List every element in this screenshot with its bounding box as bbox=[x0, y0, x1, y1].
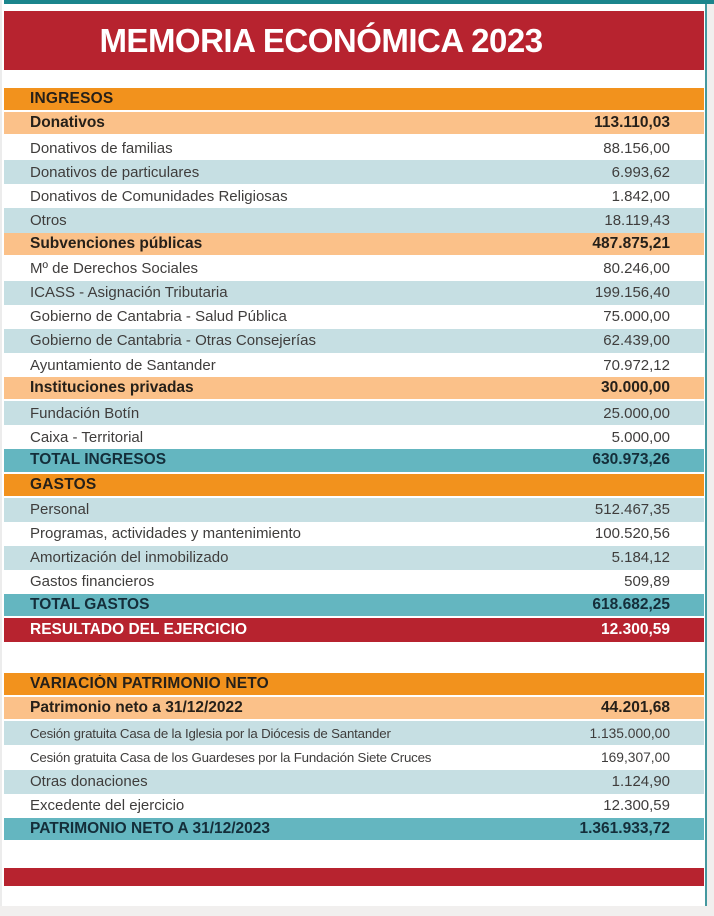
row-label: TOTAL INGRESOS bbox=[30, 451, 167, 469]
row-label: Gobierno de Cantabria - Salud Pública bbox=[30, 308, 287, 326]
header-row: INGRESOS bbox=[4, 88, 704, 113]
row-value: 5.000,00 bbox=[611, 428, 670, 446]
row-value: 25.000,00 bbox=[603, 404, 670, 422]
row-label: Gastos financieros bbox=[30, 573, 155, 591]
row-label: Fundación Botín bbox=[30, 404, 140, 422]
row-value: 630.973,26 bbox=[592, 451, 670, 469]
row-value: 487.875,21 bbox=[592, 234, 670, 252]
row-label: Excedente del ejercicio bbox=[30, 797, 185, 815]
row-value: 512.467,35 bbox=[594, 501, 670, 519]
row-value: 1.135.000,00 bbox=[589, 725, 670, 741]
row-label: GASTOS bbox=[30, 475, 97, 493]
item-row: Gobierno de Cantabria - Otras Consejería… bbox=[4, 328, 704, 354]
row-value: 1.842,00 bbox=[611, 187, 670, 205]
item-row: Otras donaciones 1.124,90 bbox=[4, 769, 704, 794]
row-label: Ayuntamiento de Santander bbox=[30, 356, 216, 374]
subtotal-row: Patrimonio neto a 31/12/2022 44.201,68 bbox=[4, 697, 704, 722]
row-value: 18.119,43 bbox=[604, 212, 670, 230]
row-label: Personal bbox=[30, 501, 90, 519]
total-row: TOTAL GASTOS 618.682,25 bbox=[4, 593, 704, 619]
row-value: 75.000,00 bbox=[603, 308, 670, 326]
item-row: Mº de Derechos Sociales 80.246,00 bbox=[4, 256, 704, 281]
row-label: Donativos de familias bbox=[30, 139, 173, 157]
item-row: Gobierno de Cantabria - Salud Pública 75.… bbox=[4, 304, 704, 329]
report-content: MEMORIA ECONÓMICA 2023 INGRESOS Donativos… bbox=[4, 11, 704, 886]
header-row: VARIACIÓN PATRIMONIO NETO bbox=[4, 673, 704, 698]
row-label: PATRIMONIO NETO A 31/12/2023 bbox=[30, 819, 271, 837]
row-value: 80.246,00 bbox=[603, 260, 670, 278]
row-value: 1.124,90 bbox=[611, 773, 670, 791]
item-row: Fundación Botín 25.000,00 bbox=[4, 401, 704, 426]
row-value: 44.201,68 bbox=[601, 699, 670, 717]
header-row: GASTOS bbox=[4, 473, 704, 498]
row-label: TOTAL GASTOS bbox=[30, 596, 150, 614]
row-value: 6.993,62 bbox=[611, 163, 670, 181]
row-label: Mº de Derechos Sociales bbox=[30, 260, 199, 278]
row-value: 618.682,25 bbox=[592, 596, 670, 614]
row-label: ICASS - Asignación Tributaria bbox=[30, 284, 228, 302]
page-top-border bbox=[4, 0, 714, 4]
item-row: Excedente del ejercicio 12.300,59 bbox=[4, 793, 704, 818]
subtotal-row: Instituciones privadas 30.000,00 bbox=[4, 377, 704, 402]
item-row: Donativos de particulares 6.993,62 bbox=[4, 160, 704, 185]
row-value: 199.156,40 bbox=[594, 284, 670, 302]
row-label: Caixa - Territorial bbox=[30, 428, 144, 446]
row-value: 113.110,03 bbox=[594, 114, 670, 132]
row-label: Donativos bbox=[30, 114, 105, 132]
row-value: 100.520,56 bbox=[594, 525, 670, 543]
item-row: Donativos de familias 88.156,00 bbox=[4, 136, 704, 161]
item-row: ICASS - Asignación Tributaria 199.156,40 bbox=[4, 280, 704, 305]
total-row: PATRIMONIO NETO A 31/12/2023 1.361.933,72 bbox=[4, 817, 704, 842]
result-row: RESULTADO DEL EJERCICIO 12.300,59 bbox=[4, 618, 704, 643]
item-row: Ayuntamiento de Santander 70.972,12 bbox=[4, 353, 704, 378]
footer-red-bar bbox=[4, 867, 704, 886]
item-row: Otros 18.119,43 bbox=[4, 208, 704, 233]
page-title: MEMORIA ECONÓMICA 2023 bbox=[99, 21, 543, 59]
item-row: Personal 512.467,35 bbox=[4, 497, 704, 522]
row-label: VARIACIÓN PATRIMONIO NETO bbox=[30, 675, 269, 693]
spacer-row bbox=[4, 642, 704, 673]
row-label: Otras donaciones bbox=[30, 773, 148, 791]
page-right-border bbox=[704, 0, 707, 906]
row-value: 5.184,12 bbox=[611, 549, 670, 567]
row-value: 12.300,59 bbox=[601, 621, 670, 639]
subtotal-row: Subvenciones públicas 487.875,21 bbox=[4, 232, 704, 257]
row-value: 509,89 bbox=[624, 573, 670, 591]
row-value: 169,307,00 bbox=[600, 749, 670, 765]
row-label: Instituciones privadas bbox=[30, 379, 194, 397]
item-row: Cesión gratuita Casa de la Iglesia por l… bbox=[4, 721, 704, 746]
row-label: Otros bbox=[30, 212, 67, 230]
row-label: Cesión gratuita Casa de la Iglesia por l… bbox=[30, 725, 391, 741]
total-row: TOTAL INGRESOS 630.973,26 bbox=[4, 449, 704, 474]
report-title-banner: MEMORIA ECONÓMICA 2023 bbox=[4, 11, 704, 70]
row-value: 62.439,00 bbox=[603, 332, 670, 350]
row-label: RESULTADO DEL EJERCICIO bbox=[30, 621, 248, 639]
page-right-margin bbox=[707, 0, 714, 916]
row-value: 88.156,00 bbox=[603, 139, 670, 157]
item-row: Donativos de Comunidades Religiosas 1.842… bbox=[4, 184, 704, 209]
row-label: Subvenciones públicas bbox=[30, 234, 203, 252]
subtotal-row: Donativos 113.110,03 bbox=[4, 112, 704, 137]
item-row: Programas, actividades y mantenimiento 10… bbox=[4, 521, 704, 546]
row-value: 12.300,59 bbox=[603, 797, 670, 815]
page-bottom-margin bbox=[0, 906, 714, 916]
item-row: Gastos financieros 509,89 bbox=[4, 569, 704, 594]
row-value: 1.361.933,72 bbox=[579, 819, 670, 837]
row-label: Donativos de particulares bbox=[30, 163, 200, 181]
row-label: Amortización del inmobilizado bbox=[30, 549, 229, 567]
row-value: 70.972,12 bbox=[603, 356, 670, 374]
row-label: Cesión gratuita Casa de los Guardeses po… bbox=[30, 749, 432, 765]
row-value: 30.000,00 bbox=[601, 379, 670, 397]
row-label: Gobierno de Cantabria - Otras Consejería… bbox=[30, 332, 316, 350]
item-row: Cesión gratuita Casa de los Guardeses po… bbox=[4, 745, 704, 770]
row-label: Patrimonio neto a 31/12/2022 bbox=[30, 699, 243, 717]
financial-table: INGRESOS Donativos 113.110,03 Donativos de … bbox=[4, 88, 704, 842]
page-left-edge bbox=[0, 0, 2, 916]
row-label: Programas, actividades y mantenimiento bbox=[30, 525, 301, 543]
item-row: Caixa - Territorial 5.000,00 bbox=[4, 425, 704, 450]
item-row: Amortización del inmobilizado 5.184,12 bbox=[4, 545, 704, 570]
row-label: Donativos de Comunidades Religiosas bbox=[30, 187, 288, 205]
row-label: INGRESOS bbox=[30, 90, 114, 108]
